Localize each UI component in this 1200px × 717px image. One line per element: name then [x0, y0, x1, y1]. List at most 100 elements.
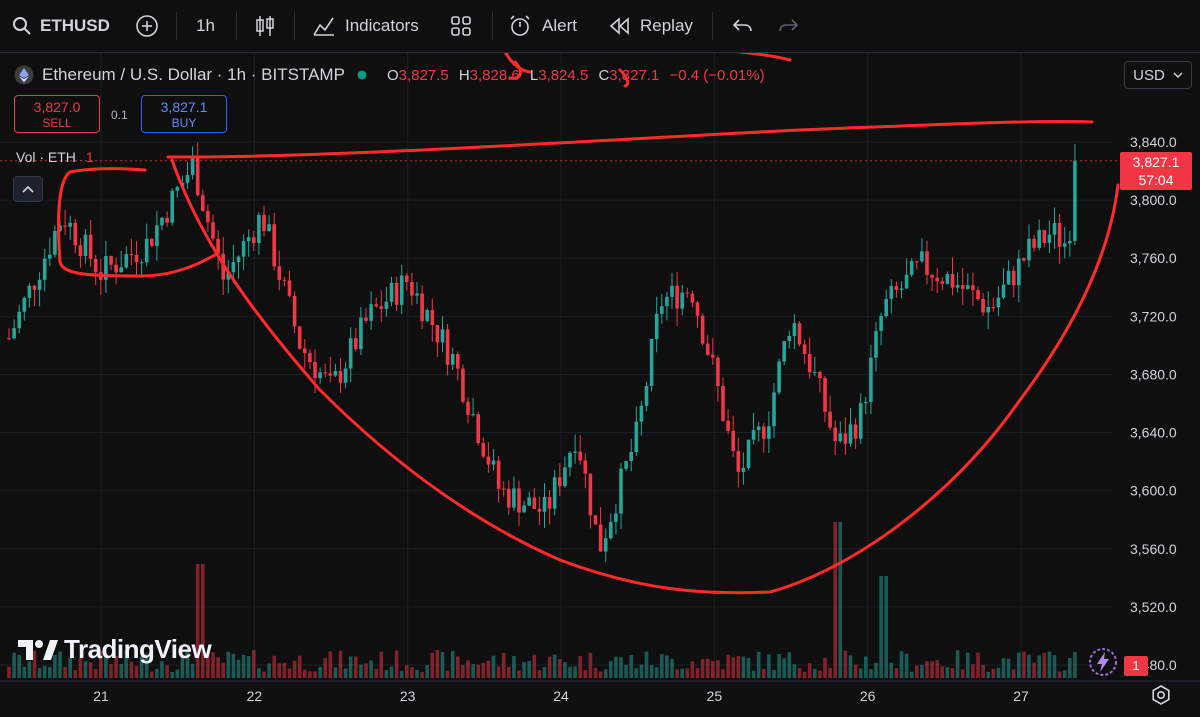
candle-body [950, 274, 955, 288]
candle-body [507, 488, 511, 508]
volume-bar [537, 670, 542, 678]
candle-body [904, 274, 909, 289]
volume-bar [37, 667, 42, 678]
candle-body [53, 231, 57, 255]
volume-bar [114, 655, 118, 678]
candle-body [869, 357, 873, 403]
chart-type-button[interactable] [254, 0, 276, 52]
candle-body [374, 304, 378, 307]
candle-body [552, 477, 557, 509]
candle-body [252, 237, 256, 243]
volume-bar [394, 650, 399, 678]
x-tick-label: 25 [707, 688, 723, 704]
redo-button[interactable] [778, 0, 800, 52]
volume-bar [558, 659, 562, 678]
volume-bar [155, 668, 159, 678]
volume-bar [986, 671, 990, 678]
candle-body [262, 214, 266, 232]
volume-bar [374, 668, 378, 678]
candle-body [195, 157, 200, 196]
layouts-button[interactable] [450, 0, 472, 52]
volume-bar [338, 650, 343, 678]
replay-button[interactable]: Replay [608, 0, 693, 52]
volume-bar [563, 662, 567, 678]
candle-body [287, 280, 292, 296]
collapse-legend-button[interactable] [13, 176, 43, 202]
volume-bar [884, 576, 888, 678]
candle-body [838, 433, 843, 442]
candle-body [348, 338, 353, 369]
undo-button[interactable] [731, 0, 753, 52]
volume-bar [129, 661, 134, 678]
volume-bar [211, 652, 215, 678]
candle-body [58, 225, 62, 232]
candle-body [634, 421, 639, 453]
volume-bar [308, 671, 312, 678]
candle-body [695, 302, 700, 316]
candle-body [746, 439, 751, 468]
candle-body [1057, 223, 1062, 247]
sell-button[interactable]: 3,827.0 SELL [14, 95, 100, 133]
x-tick-label: 22 [247, 688, 263, 704]
volume-bar [915, 665, 919, 678]
scribble-legend [508, 60, 630, 88]
candle-body [185, 174, 190, 183]
candle-body [450, 354, 455, 365]
candle-body [981, 299, 985, 313]
volume-bar [267, 663, 271, 678]
volume-bar [690, 661, 695, 678]
candle-body [369, 304, 373, 321]
volume-bar [7, 666, 11, 678]
volume-bar [889, 662, 894, 678]
volume-bar [1011, 669, 1016, 678]
volume-bar [512, 655, 516, 678]
symbol-search[interactable]: ETHUSD [12, 0, 110, 52]
volume-bar [583, 669, 588, 678]
candle-body [741, 467, 746, 472]
volume-bar [476, 664, 480, 678]
interval-button[interactable]: 1h [196, 16, 215, 35]
volume-bar [359, 664, 363, 678]
candle-body [394, 282, 399, 305]
volume-bars [7, 522, 1077, 678]
candle-body [313, 362, 317, 379]
volume-bar [486, 660, 491, 678]
ohlc-values: O3,827.5 H3,828.6 L3,824.5 C3,827.1 −0.4… [386, 66, 765, 84]
volume-bar [522, 662, 526, 678]
candle-body [558, 477, 562, 487]
volume-bar [874, 662, 878, 678]
currency-select[interactable]: USD [1124, 61, 1192, 89]
alert-button[interactable]: Alert [508, 0, 577, 52]
volume-bar [649, 665, 654, 678]
candle-body [430, 310, 435, 325]
candle-body [170, 190, 174, 223]
candle-body [216, 238, 220, 254]
buy-button[interactable]: 3,827.1 BUY [141, 95, 227, 133]
lightning-icon[interactable] [1088, 647, 1118, 677]
volume-bar [134, 666, 139, 678]
volume-bar [843, 650, 848, 678]
volume-bar [88, 662, 93, 678]
spread-value: 0.1 [111, 108, 128, 122]
candle-body [292, 295, 297, 327]
tradingview-wordmark: TradingView [64, 634, 212, 664]
candle-body [119, 267, 123, 273]
gear-icon[interactable] [1150, 684, 1172, 706]
compare-button[interactable] [135, 0, 159, 52]
candle-body [593, 515, 598, 525]
volume-bar [705, 658, 710, 678]
y-tick-label: 3,520.0 [1130, 599, 1177, 615]
volume-bar [272, 655, 276, 678]
volume-value-tag: 1 [1124, 656, 1148, 676]
volume-bar [491, 655, 496, 678]
grid-layout-icon [451, 16, 471, 36]
indicators-button[interactable]: Indicators [312, 0, 419, 52]
candle-body [501, 488, 506, 490]
volume-bar [726, 654, 730, 678]
volume-bar [287, 668, 292, 678]
volume-bar [185, 651, 190, 678]
x-axis-labels: 21 22 23 24 25 26 27 [93, 688, 1029, 704]
volume-bar [823, 657, 827, 678]
top-toolbar: ETHUSD 1h Indicators Alert Replay [0, 0, 1200, 53]
